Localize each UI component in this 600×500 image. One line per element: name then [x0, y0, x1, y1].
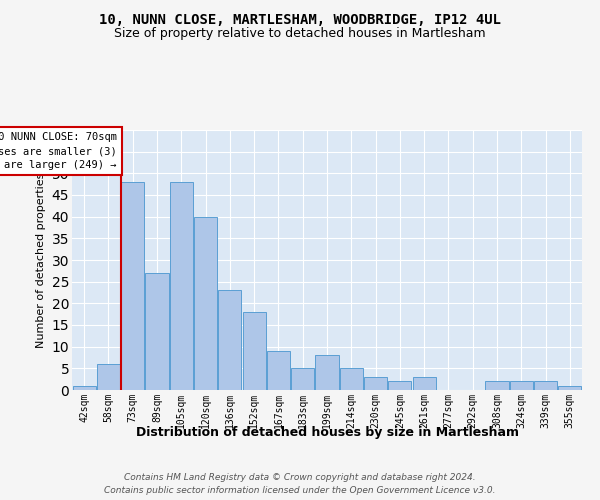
Bar [291, 368, 314, 390]
Bar [388, 382, 412, 390]
Bar [242, 312, 266, 390]
Bar [73, 386, 95, 390]
Text: 10 NUNN CLOSE: 70sqm
← 1% of detached houses are smaller (3)
99% of semi-detache: 10 NUNN CLOSE: 70sqm ← 1% of detached ho… [0, 132, 117, 170]
Bar [364, 377, 387, 390]
Text: Size of property relative to detached houses in Martlesham: Size of property relative to detached ho… [114, 28, 486, 40]
Bar [218, 290, 241, 390]
Bar [170, 182, 193, 390]
Bar [413, 377, 436, 390]
Bar [97, 364, 120, 390]
Bar [316, 356, 338, 390]
Bar [559, 386, 581, 390]
Bar [485, 382, 509, 390]
Bar [121, 182, 144, 390]
Bar [534, 382, 557, 390]
Bar [267, 351, 290, 390]
Text: Distribution of detached houses by size in Martlesham: Distribution of detached houses by size … [136, 426, 518, 439]
Bar [194, 216, 217, 390]
Text: 10, NUNN CLOSE, MARTLESHAM, WOODBRIDGE, IP12 4UL: 10, NUNN CLOSE, MARTLESHAM, WOODBRIDGE, … [99, 12, 501, 26]
Y-axis label: Number of detached properties: Number of detached properties [36, 172, 46, 348]
Bar [145, 273, 169, 390]
Text: Contains HM Land Registry data © Crown copyright and database right 2024.
Contai: Contains HM Land Registry data © Crown c… [104, 474, 496, 495]
Bar [340, 368, 363, 390]
Bar [510, 382, 533, 390]
